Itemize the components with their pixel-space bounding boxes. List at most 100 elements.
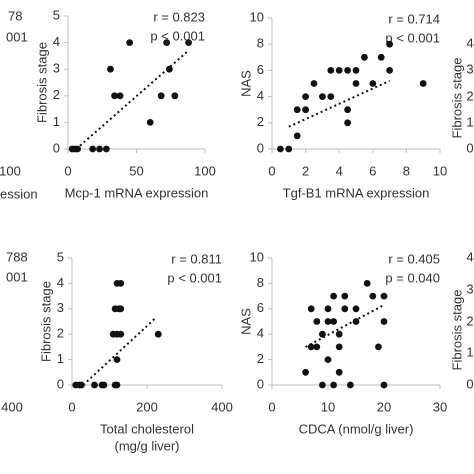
data-point [344,67,351,74]
cropped-label: 3 [466,281,473,296]
data-point [117,330,125,338]
x-tick-label: 8 [403,163,410,178]
y-tick-label: 2 [257,351,264,366]
data-point [126,39,134,46]
cropped-label: 0 [466,376,473,391]
data-point [313,343,321,351]
y-tick-label: 4 [57,275,64,290]
data-point [313,318,321,325]
data-point [352,305,360,313]
x-tick-label: 0 [64,163,71,178]
data-point [319,330,326,338]
data-point [335,67,343,74]
data-point [319,93,326,100]
x-axis-label: (mg/g liver) [114,438,179,453]
y-tick-label: 4 [257,88,264,103]
data-point [113,356,121,363]
cropped-label: 100 [0,163,21,178]
data-point [324,305,332,313]
data-point [369,80,377,87]
y-tick-label: 8 [257,36,264,51]
x-tick-label: 100 [194,163,216,178]
cropped-label: 2 [466,313,473,328]
data-point [293,132,301,140]
data-point [302,368,309,376]
y-tick-label: 3 [53,61,60,76]
data-point [100,381,108,389]
x-tick-label: 10 [321,399,335,414]
x-tick-label: 30 [433,399,447,414]
data-point [347,381,354,389]
cropped-label: ession [0,186,38,201]
data-point [74,145,81,153]
data-point [330,381,337,389]
y-tick-label: 2 [257,114,264,129]
data-point [335,343,343,351]
y-tick-label: 6 [257,62,264,77]
data-point [285,145,293,153]
data-point [117,305,125,313]
data-point [171,92,179,100]
stat-label: p = 0.040 [385,270,440,285]
data-point [344,119,351,127]
trendline [288,79,391,128]
stat-label: p < 0.001 [150,28,205,43]
data-point [324,356,332,363]
data-point [163,39,171,46]
y-tick-label: 0 [257,376,264,391]
data-point [157,92,165,100]
data-point [419,80,427,87]
x-tick-label: 20 [377,399,391,414]
cropped-label: Fibrosis stage [449,58,464,139]
data-point [352,67,360,74]
y-axis-label: NAS [238,70,253,97]
data-point [380,381,388,389]
x-tick-label: 400 [211,399,233,414]
cropped-label: 3 [466,61,473,76]
x-tick-label: 6 [369,163,376,178]
data-point [293,106,301,114]
y-tick-label: 0 [53,140,60,155]
data-point [352,318,360,325]
data-point [352,80,360,87]
data-point [380,292,388,300]
x-tick-label: 4 [336,163,343,178]
data-point [375,343,382,351]
data-point [185,39,192,46]
data-point [277,145,284,153]
data-point [102,145,110,153]
cropped-label: Fibrosis stage [449,290,464,371]
y-tick-label: 10 [250,9,264,24]
cropped-label: 2 [466,88,473,103]
data-point [324,318,332,325]
trendline [82,318,156,386]
data-point [77,381,85,389]
cropped-label: 400 [1,399,23,414]
cropped-label: 788 [6,249,28,264]
data-point [327,93,335,100]
data-point [380,318,388,325]
stat-label: p < 0.001 [167,270,222,285]
x-tick-label: 50 [129,163,143,178]
data-point [302,93,309,100]
data-point [363,280,371,287]
cropped-label: 001 [6,29,28,44]
x-tick-label: 10 [433,163,447,178]
cropped-label: 78 [8,8,22,23]
x-axis-label: Mcp-1 mRNA expression [65,185,209,200]
data-point [327,67,335,74]
data-point [113,381,121,389]
data-point [117,280,125,287]
cropped-label: 1 [466,344,473,359]
data-point [116,92,124,100]
data-point [310,80,318,87]
x-axis-label: Tgf-B1 mRNA expression [283,185,430,200]
data-point [154,330,162,338]
y-axis-label: NAS [238,308,253,335]
cropped-label: 1 [466,114,473,129]
x-tick-label: 0 [268,163,275,178]
y-axis-label: Fibrosis stage [34,42,49,123]
data-point [89,145,97,153]
data-point [146,119,154,126]
data-point [319,381,326,389]
